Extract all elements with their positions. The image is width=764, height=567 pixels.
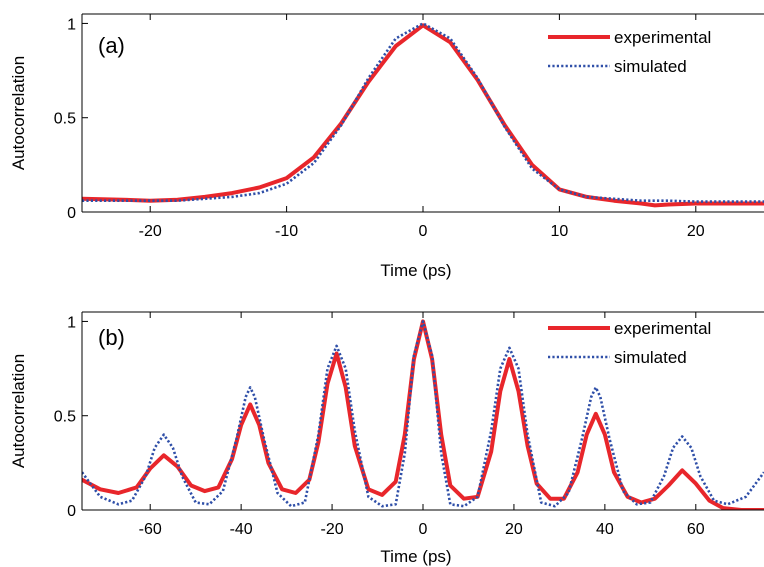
- x-tick-label: -20: [321, 521, 344, 538]
- x-tick-label: -20: [139, 223, 162, 240]
- panel-label: (a): [98, 33, 125, 58]
- legend: experimental simulated: [548, 319, 711, 367]
- y-axis-label: Autocorrelation: [9, 56, 28, 170]
- x-tick-label: 60: [687, 521, 705, 538]
- series-simulated-line: [82, 320, 764, 508]
- y-tick-label: 0: [67, 503, 76, 520]
- legend-label-experimental: experimental: [614, 319, 711, 338]
- x-tick-label: -40: [230, 521, 253, 538]
- y-tick-label: 0.5: [54, 409, 76, 426]
- y-axis-label: Autocorrelation: [9, 354, 28, 468]
- series-experimental-line: [82, 23, 764, 208]
- x-tick-label: 20: [505, 521, 523, 538]
- panel-label: (b): [98, 325, 125, 350]
- y-tick-label: 0: [67, 205, 76, 222]
- x-tick-label: 20: [687, 223, 705, 240]
- legend: experimental simulated: [548, 28, 711, 76]
- x-axis-label: Time (ps): [380, 261, 451, 280]
- x-tick-label: -60: [139, 521, 162, 538]
- y-tick-label: 1: [67, 314, 76, 331]
- legend-label-simulated: simulated: [614, 348, 687, 367]
- y-tick-label: 1: [67, 16, 76, 33]
- legend-label-experimental: experimental: [614, 28, 711, 47]
- x-tick-label: 40: [596, 521, 614, 538]
- chart-panel-a: -20 -10 0 10 20 0 0.5 1 Time (ps) Autocorrelation…: [9, 13, 764, 280]
- x-tick-label: 0: [419, 521, 428, 538]
- x-axis-label: Time (ps): [380, 547, 451, 566]
- series-simulated-line: [82, 22, 764, 203]
- x-tick-label: 10: [551, 223, 569, 240]
- chart-panel-b: -60 -40 -20 0 20 40 60 0 0.5 1 Time (ps) Autocorrel…: [9, 311, 764, 566]
- x-tick-label: 0: [419, 223, 428, 240]
- legend-label-simulated: simulated: [614, 57, 687, 76]
- x-tick-label: -10: [275, 223, 298, 240]
- y-tick-label: 0.5: [54, 111, 76, 128]
